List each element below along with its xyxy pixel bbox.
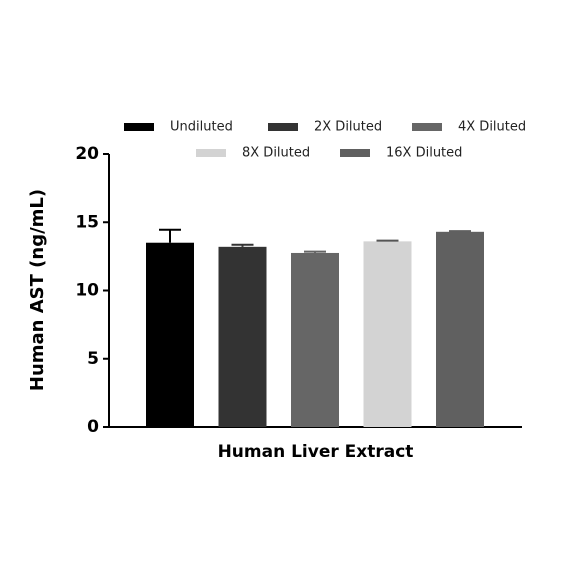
y-axis-label: Human AST (ng/mL) [27, 189, 48, 391]
y-tick-label: 20 [75, 144, 99, 164]
y-tick-label: 5 [87, 349, 99, 369]
y-tick-label: 15 [75, 212, 99, 232]
legend-label: Undiluted [170, 120, 233, 135]
legend-label: 2X Diluted [314, 120, 382, 135]
legend-label: 16X Diluted [386, 146, 462, 161]
bar [363, 241, 412, 427]
legend-swatch [196, 149, 226, 157]
legend-swatch [268, 123, 298, 131]
bar [218, 246, 267, 427]
error-bar [231, 243, 254, 247]
legend-label: 4X Diluted [458, 120, 526, 135]
y-tick-label: 0 [87, 417, 99, 437]
legend-swatch [124, 123, 154, 131]
y-tick-label: 10 [75, 281, 99, 301]
x-tick-label: Human Liver Extract [218, 442, 414, 462]
bar [291, 252, 339, 427]
error-bar [376, 239, 399, 242]
legend-label: 8X Diluted [242, 146, 310, 161]
error-bar [449, 230, 471, 233]
bar [146, 242, 194, 427]
legend-swatch [340, 149, 370, 157]
legend-swatch [412, 123, 442, 131]
error-bar [159, 228, 181, 243]
error-bar [304, 250, 326, 253]
bar [436, 231, 484, 427]
